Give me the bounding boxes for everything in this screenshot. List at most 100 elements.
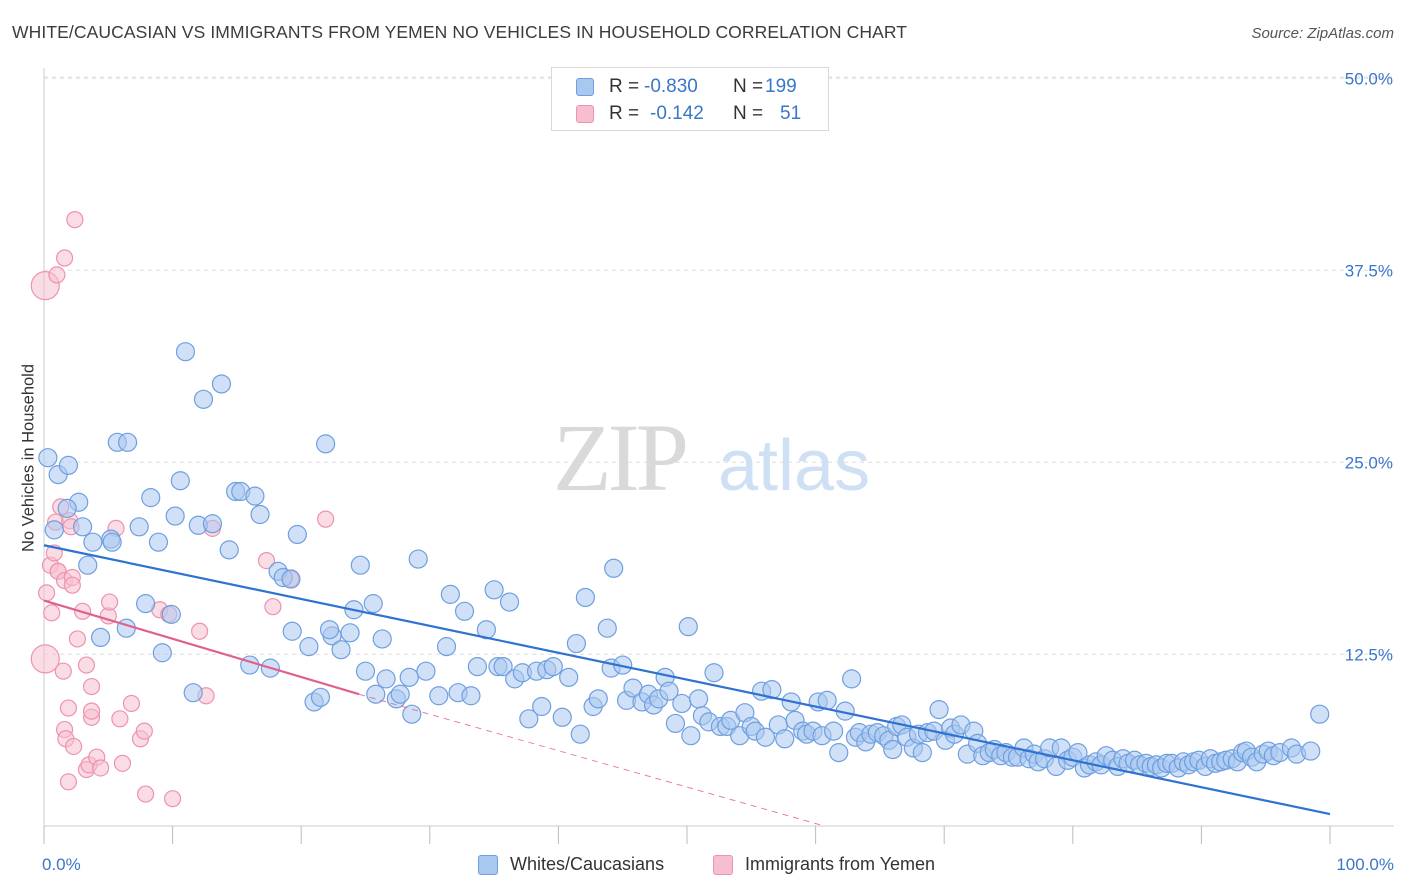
data-point-yemen [82, 677, 101, 696]
data-point-whites [90, 627, 111, 648]
data-point-whites [161, 604, 181, 624]
data-point-whites [588, 689, 608, 709]
data-point-yemen [317, 510, 335, 528]
data-point-whites [704, 663, 724, 683]
data-point-whites [245, 486, 265, 506]
data-point-yemen [164, 790, 182, 808]
data-point-whites [829, 743, 849, 763]
series-whites-caucasians [38, 342, 1330, 778]
data-point-yemen [100, 593, 119, 611]
data-point-whites [117, 432, 138, 452]
legend-label-whites: Whites/Caucasians [510, 854, 665, 874]
data-point-whites [842, 669, 862, 689]
data-point-whites [287, 524, 307, 545]
y-tick-label: 37.5% [1345, 261, 1393, 280]
data-point-whites [559, 667, 579, 687]
data-point-whites [755, 727, 776, 747]
data-point-whites [44, 520, 64, 540]
data-point-whites [355, 661, 376, 681]
data-point-whites [416, 661, 436, 681]
data-point-whites [461, 686, 481, 706]
legend-n-value: 199 [765, 76, 797, 97]
data-point-yemen [30, 644, 60, 674]
data-point-whites [299, 637, 319, 657]
watermark: ZIP atlas [553, 404, 870, 511]
data-point-whites [390, 684, 410, 704]
data-point-whites [883, 739, 903, 760]
data-point-whites [440, 584, 460, 604]
data-point-whites [824, 721, 844, 741]
trend-line-yemen [43, 599, 360, 696]
x-tick-label: 0.0% [42, 855, 81, 874]
trend-lines [43, 544, 1331, 827]
legend-n-label: N = [733, 103, 764, 124]
data-point-yemen [63, 576, 81, 594]
data-point-yemen [257, 552, 276, 570]
legend-swatch-pink [713, 855, 733, 875]
data-point-whites [350, 555, 370, 575]
data-point-whites [83, 532, 103, 552]
data-point-whites [597, 618, 617, 638]
data-point-whites [376, 669, 396, 689]
data-point-whites [519, 709, 539, 729]
data-point-whites [135, 594, 156, 614]
data-point-whites [543, 656, 563, 677]
watermark-zip: ZIP [553, 404, 686, 511]
trend-line-whites [43, 544, 1331, 816]
y-tick-label: 12.5% [1345, 645, 1393, 664]
data-point-whites [402, 704, 422, 724]
data-point-yemen [136, 785, 155, 803]
data-point-whites [340, 623, 360, 643]
legend-label-yemen: Immigrants from Yemen [745, 854, 936, 874]
data-point-whites [399, 667, 419, 687]
legend-swatch-blue [576, 78, 594, 96]
data-point-whites [148, 532, 169, 552]
data-point-whites [532, 696, 552, 717]
data-point-whites [566, 633, 587, 654]
source-label: Source: ZipAtlas.com [1251, 25, 1394, 42]
grid-lines [44, 76, 1394, 655]
data-point-yemen [111, 710, 129, 728]
data-point-whites [499, 592, 520, 612]
tick-labels: 12.5% 25.0% 37.5% 50.0% 0.0% 100.0% [42, 69, 1394, 874]
x-tick-label: 100.0% [1336, 855, 1394, 874]
data-point-whites [672, 693, 692, 714]
data-point-yemen [59, 699, 78, 717]
data-point-whites [363, 594, 383, 614]
data-point-yemen [37, 584, 56, 602]
data-point-whites [493, 656, 513, 677]
legend-row-whites: R = -0.830 N = 199 [552, 73, 828, 101]
data-point-yemen [43, 604, 61, 622]
data-point-whites [681, 726, 701, 746]
trend-line-yemen-extension [358, 693, 825, 827]
data-point-yemen [122, 694, 141, 713]
data-point-whites [659, 681, 679, 701]
data-point-whites [116, 618, 136, 638]
data-point-whites [102, 532, 122, 552]
watermark-atlas: atlas [718, 426, 870, 506]
data-point-whites [310, 687, 331, 707]
data-point-whites [429, 686, 449, 706]
data-point-whites [1301, 741, 1321, 761]
data-point-yemen [135, 722, 153, 740]
legend-r-label: R = [609, 103, 640, 124]
data-point-yemen [113, 754, 132, 772]
data-point-yemen [68, 630, 87, 648]
data-point-whites [78, 555, 98, 575]
data-point-yemen [264, 598, 282, 616]
data-point-yemen [64, 737, 83, 756]
data-point-yemen [77, 656, 96, 674]
correlation-legend: R = -0.830 N = 199 R = -0.142 N = 51 [551, 67, 829, 131]
chart-title: WHITE/CAUCASIAN VS IMMIGRANTS FROM YEMEN… [12, 22, 908, 42]
data-point-whites [570, 724, 590, 744]
data-point-whites [467, 656, 487, 677]
data-point-yemen [82, 702, 101, 720]
data-point-whites [141, 488, 161, 508]
data-point-whites [72, 517, 93, 537]
data-point-whites [688, 689, 709, 709]
data-point-whites [202, 514, 223, 534]
data-point-whites [57, 498, 77, 518]
legend-row-yemen: R = -0.142 N = 51 [552, 100, 828, 128]
data-point-whites [552, 707, 572, 727]
